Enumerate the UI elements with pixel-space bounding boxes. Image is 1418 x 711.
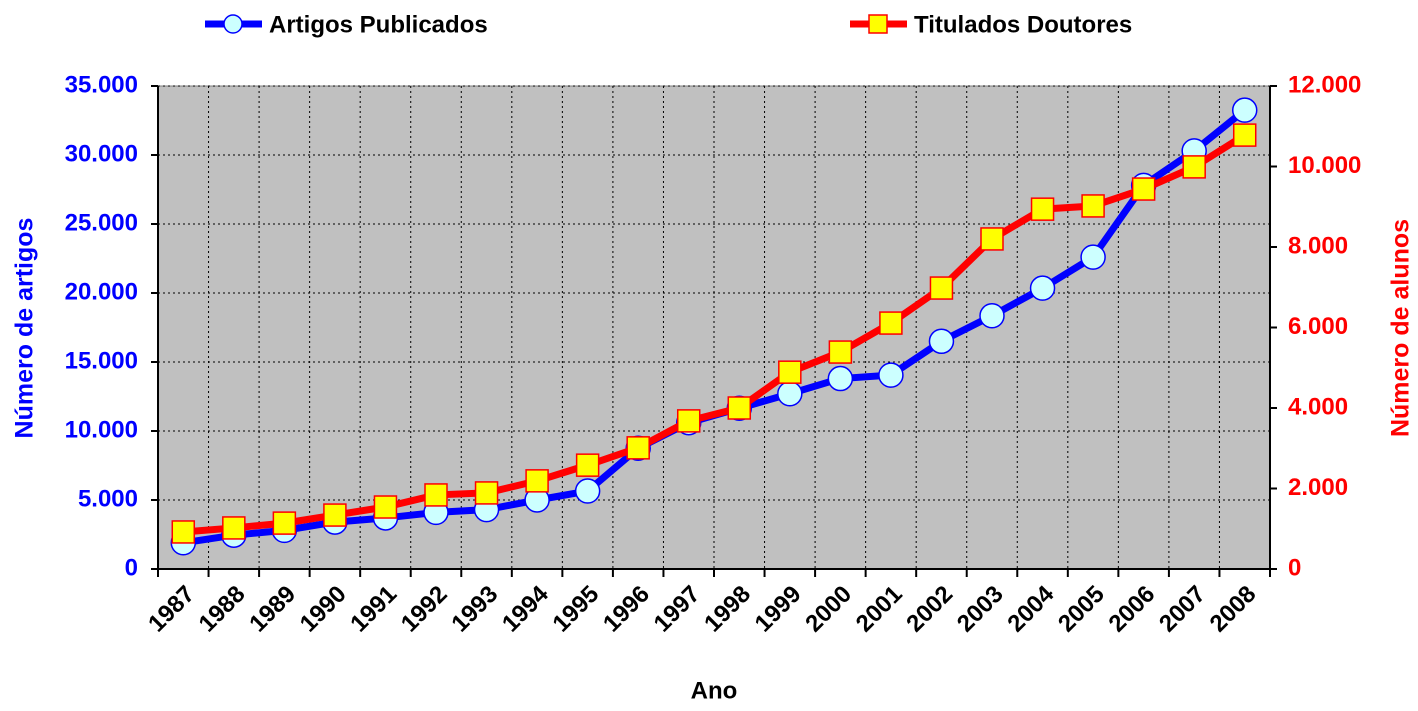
x-tick-label: 2006 — [1104, 581, 1161, 638]
y-tick-label: 15.000 — [65, 347, 138, 374]
x-tick-label: 1987 — [143, 581, 200, 638]
point — [928, 328, 955, 355]
point — [1080, 244, 1106, 270]
x-tick-label: 1998 — [699, 581, 756, 638]
point — [1231, 97, 1258, 123]
y-tick-label: 25.000 — [65, 209, 138, 236]
point — [1232, 123, 1257, 147]
x-tick-label: 2001 — [851, 581, 908, 638]
point — [1182, 155, 1206, 179]
point — [828, 340, 853, 364]
point — [171, 520, 196, 544]
point — [575, 453, 600, 477]
series-line — [182, 132, 1247, 536]
point — [980, 227, 1004, 251]
point — [525, 469, 549, 493]
x-tick-label: 2003 — [952, 581, 1009, 638]
point — [1081, 194, 1105, 218]
y-tick-label: 20.000 — [65, 278, 138, 305]
point — [1029, 275, 1056, 301]
y2-tick-label: 8.000 — [1288, 232, 1348, 259]
x-tick-label: 1988 — [194, 581, 251, 638]
point — [727, 396, 752, 420]
y2-tick-label: 12.000 — [1288, 71, 1361, 98]
point — [827, 365, 854, 392]
point — [676, 409, 701, 433]
y-tick-label: 10.000 — [65, 416, 138, 443]
point — [474, 481, 499, 505]
x-tick-label: 1994 — [497, 580, 554, 637]
x-tick-label: 1996 — [598, 581, 655, 638]
point — [626, 436, 650, 460]
point — [777, 380, 803, 407]
x-tick-label: 2000 — [800, 581, 857, 638]
x-tick-label: 1992 — [396, 581, 453, 638]
point — [979, 303, 1005, 329]
x-tick-label: 2004 — [1002, 580, 1059, 637]
x-tick-label: 2002 — [901, 581, 958, 638]
point — [323, 503, 347, 527]
x-tick-label: 1991 — [345, 581, 402, 638]
x-tick-label: 1997 — [649, 581, 706, 638]
y-tick-label: 0 — [125, 554, 138, 581]
y2-axis-title: Número de alunos — [1387, 219, 1415, 437]
x-tick-label: 2008 — [1205, 581, 1262, 638]
legend-marker — [223, 14, 243, 34]
point — [373, 495, 398, 519]
legend-label: Artigos Publicados — [269, 11, 488, 38]
point — [1030, 197, 1055, 221]
x-tick-label: 1989 — [244, 581, 301, 638]
point — [1131, 177, 1156, 201]
y-tick-label: 5.000 — [78, 485, 138, 512]
legend-marker — [868, 14, 888, 34]
point — [272, 511, 297, 535]
y2-tick-label: 10.000 — [1288, 152, 1361, 179]
y2-tick-label: 2.000 — [1288, 474, 1348, 501]
point — [222, 516, 246, 540]
y2-tick-label: 0 — [1288, 554, 1301, 581]
x-tick-label: 2005 — [1053, 581, 1110, 638]
point — [778, 360, 802, 384]
x-tick-label: 1993 — [446, 581, 503, 638]
x-axis-title: Ano — [691, 677, 738, 704]
x-tick-label: 1999 — [750, 581, 807, 638]
point — [929, 276, 954, 300]
y-axis-title: Número de artigos — [11, 218, 39, 439]
point — [424, 483, 448, 507]
x-tick-label: 1990 — [295, 581, 352, 638]
y-tick-label: 35.000 — [65, 71, 138, 98]
y-tick-label: 30.000 — [65, 140, 138, 167]
y2-tick-label: 6.000 — [1288, 313, 1348, 340]
legend-label: Titulados Doutores — [914, 11, 1132, 38]
x-tick-label: 2007 — [1154, 581, 1211, 638]
point — [574, 478, 601, 504]
x-tick-label: 1995 — [548, 581, 605, 638]
y2-tick-label: 4.000 — [1288, 393, 1348, 420]
point — [878, 362, 904, 388]
point — [879, 311, 903, 335]
